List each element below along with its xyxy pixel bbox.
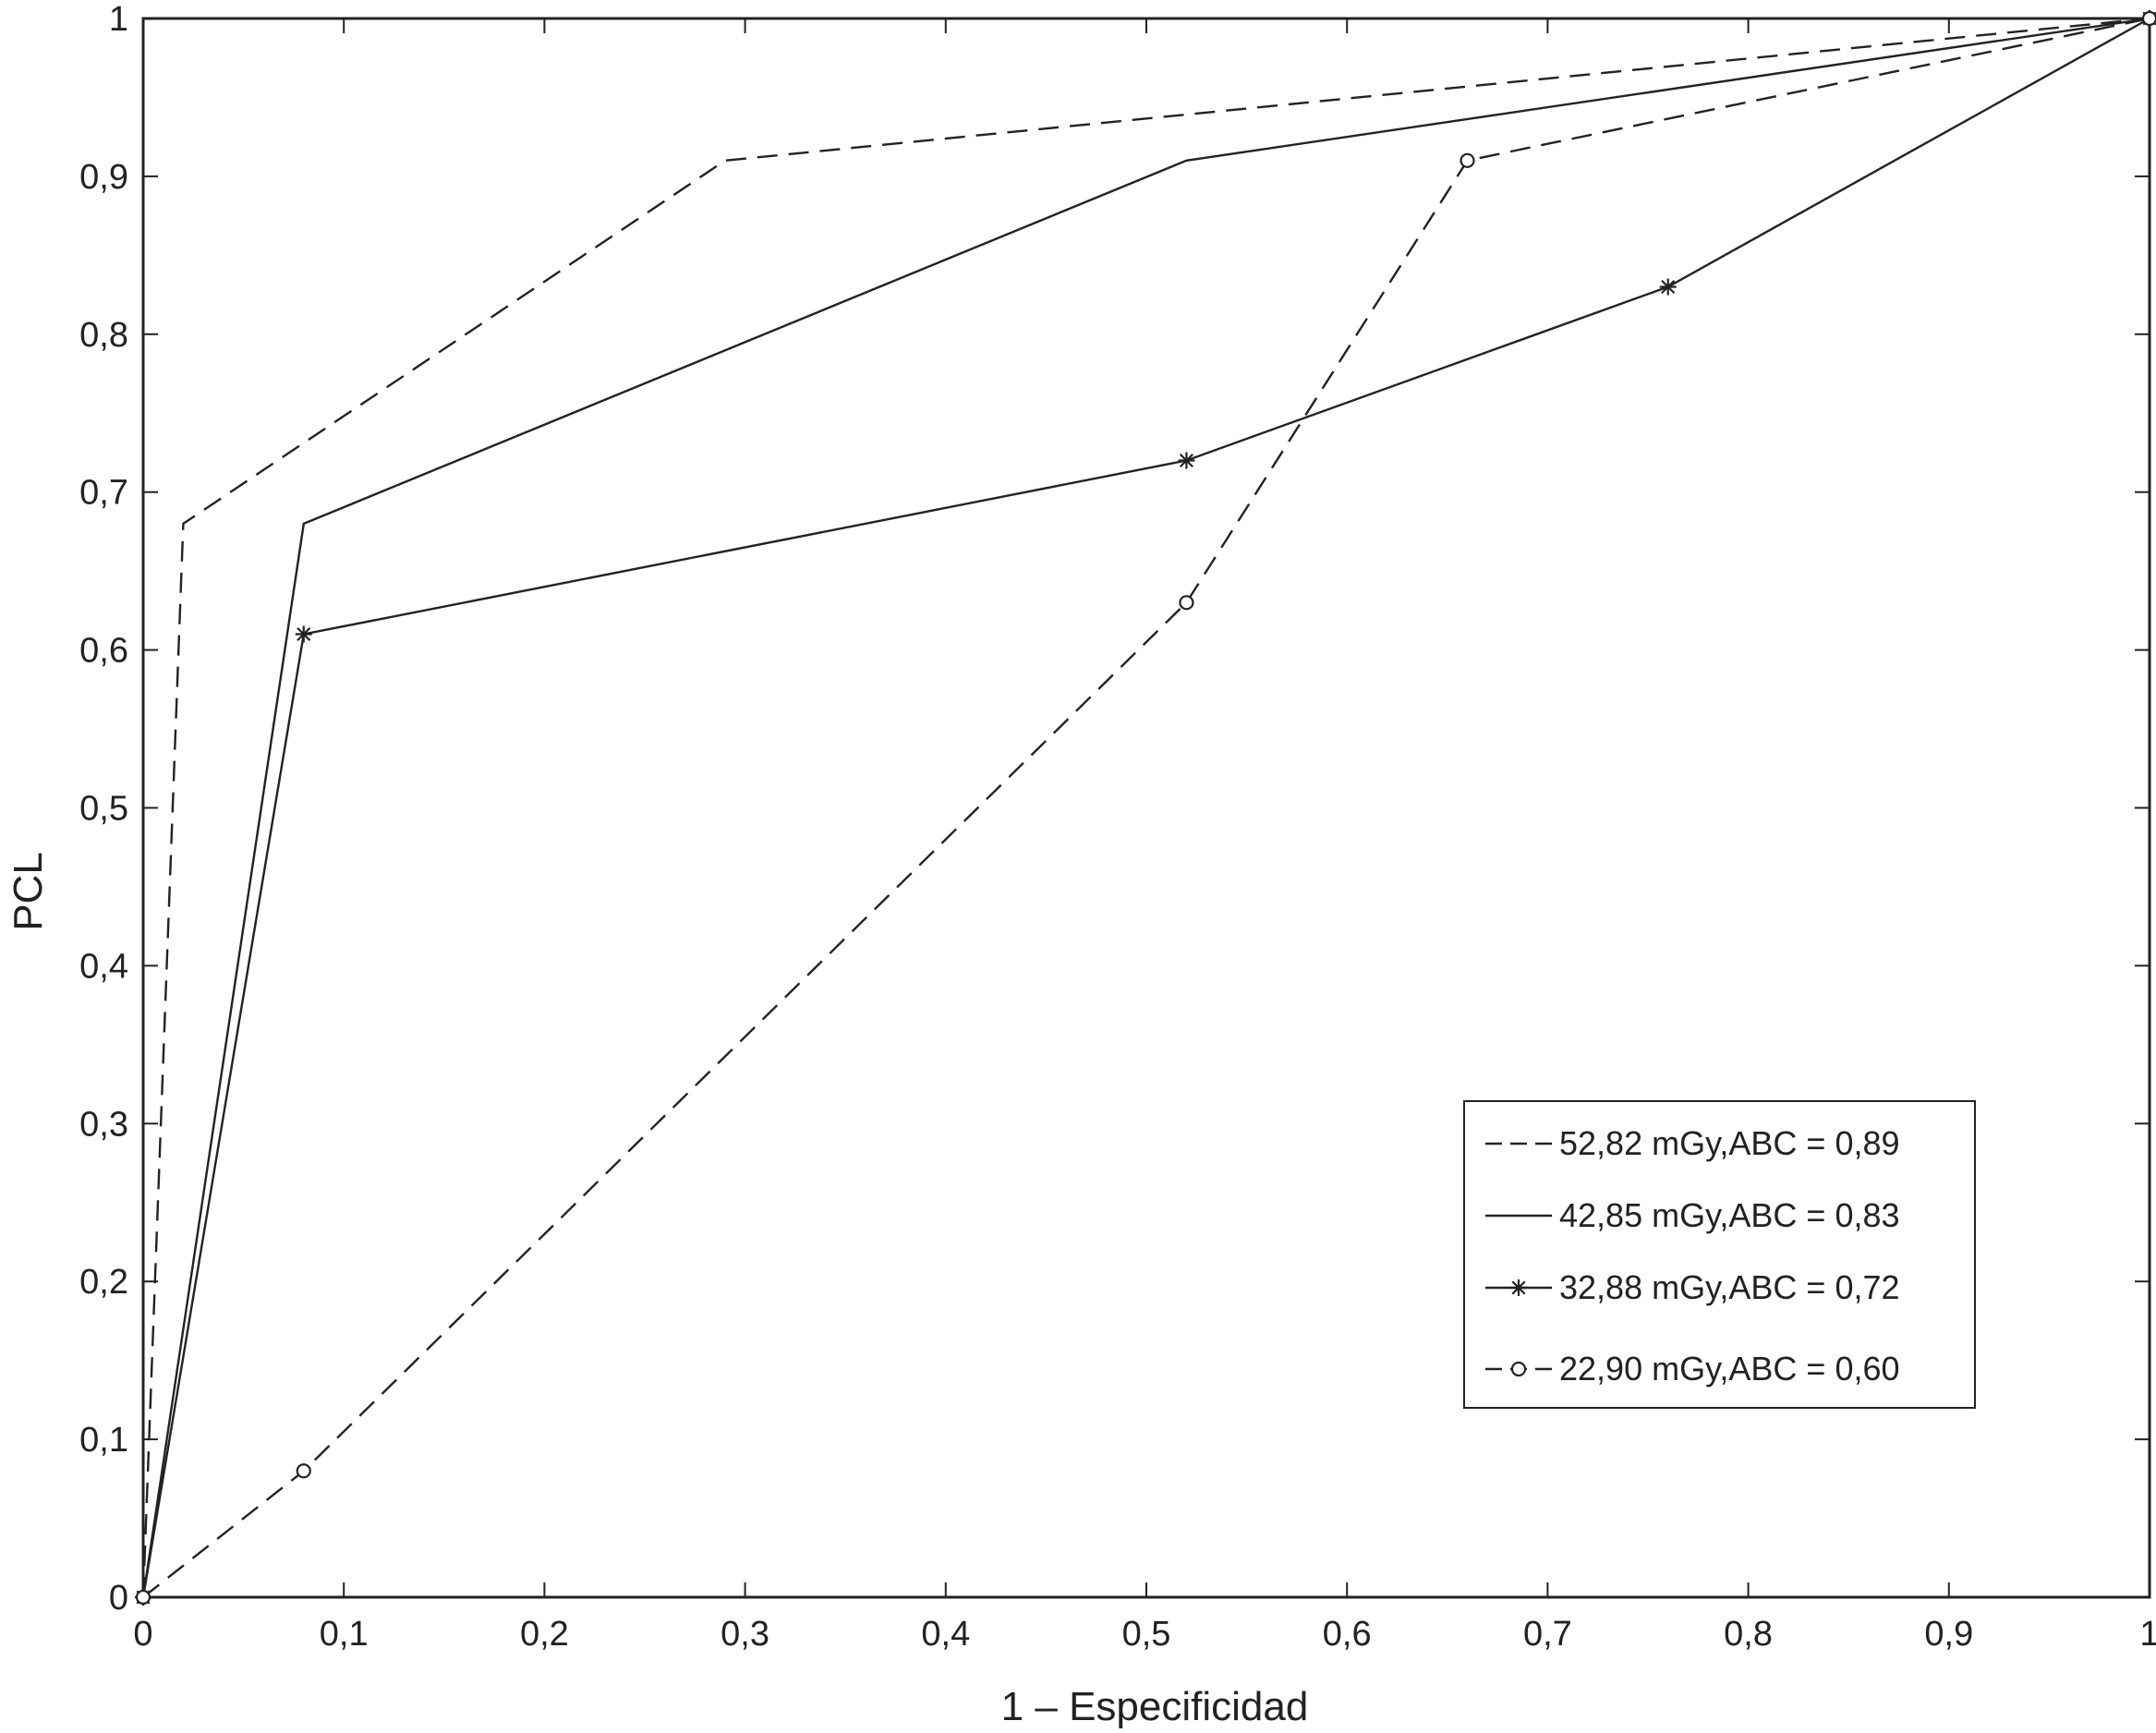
series-group [135, 10, 2156, 1606]
y-axis-label: PCL [6, 852, 51, 931]
legend-box [1463, 1100, 1976, 1409]
x-tick-label: 1 [2139, 1615, 2156, 1654]
x-axis-label: 1 – Especificidad [1001, 1684, 1309, 1729]
y-tick-label: 0,9 [79, 158, 128, 197]
series-1 [141, 17, 2150, 1598]
x-tick-label: 0,5 [1122, 1615, 1171, 1654]
x-tick-label: 0,2 [520, 1615, 569, 1654]
x-tick-label: 0,7 [1523, 1615, 1572, 1654]
star-marker-point [1659, 278, 1677, 296]
y-tick-label: 0 [109, 1579, 128, 1618]
series-4-line [142, 17, 2150, 1598]
y-tick-label: 0,6 [79, 632, 128, 671]
circle-marker-point [1179, 595, 1194, 611]
x-tick-label: 0,6 [1323, 1615, 1372, 1654]
legend-label: 22,90 mGy,ABC = 0,60 [1559, 1350, 1900, 1388]
y-tick-label: 0,2 [79, 1263, 128, 1302]
y-tick-label: 0,5 [79, 790, 128, 829]
star-marker-point [295, 625, 312, 643]
star-marker-legend [1510, 1279, 1527, 1296]
legend: 52,82 mGy,ABC = 0,89 42,85 mGy,ABC = 0,83… [1463, 1100, 1976, 1409]
x-tick-labels: 0 0,1 0,2 0,3 0,4 0,5 0,6 0,7 0,8 0,9 1 [133, 1615, 2156, 1654]
legend-item-4: 22,90 mGy,ABC = 0,60 [1485, 1350, 1900, 1388]
x-tick-label: 0,8 [1724, 1615, 1773, 1654]
x-tick-label: 0,9 [1924, 1615, 1973, 1654]
x-tick-label: 0 [133, 1615, 152, 1654]
legend-label: 32,88 mGy,ABC = 0,72 [1559, 1268, 1900, 1306]
series-1-line [141, 17, 2150, 1598]
circle-marker-legend [1510, 1361, 1527, 1377]
legend-item-2: 42,85 mGy,ABC = 0,83 [1485, 1196, 1900, 1234]
x-tick-label: 0,3 [721, 1615, 769, 1654]
y-tick-label: 0,3 [79, 1105, 128, 1144]
y-tick-label: 0,7 [79, 474, 128, 513]
series-2-line [141, 17, 2150, 1598]
series-4 [135, 10, 2156, 1606]
x-tick-label: 0,1 [320, 1615, 369, 1654]
y-tick-labels: 0 0,1 0,2 0,3 0,4 0,5 0,6 0,7 0,8 0,9 1 [79, 0, 128, 1618]
legend-item-1: 52,82 mGy,ABC = 0,89 [1485, 1124, 1900, 1162]
circle-marker-point [296, 1463, 311, 1479]
y-tick-label: 0,1 [79, 1421, 128, 1460]
circle-marker-point [1460, 152, 1475, 168]
legend-label: 42,85 mGy,ABC = 0,83 [1559, 1196, 1900, 1234]
legend-items: 52,82 mGy,ABC = 0,89 42,85 mGy,ABC = 0,83… [1485, 1124, 1900, 1388]
y-tick-label: 1 [109, 0, 128, 39]
y-tick-label: 0,4 [79, 947, 128, 986]
legend-item-3: 32,88 mGy,ABC = 0,72 [1485, 1268, 1900, 1306]
star-marker-point [1178, 452, 1195, 469]
circle-marker-point [135, 1589, 151, 1606]
circle-marker-point [2141, 10, 2156, 27]
legend-label: 52,82 mGy,ABC = 0,89 [1559, 1124, 1900, 1162]
series-2 [141, 17, 2150, 1598]
y-tick-label: 0,8 [79, 316, 128, 355]
x-tick-label: 0,4 [921, 1615, 970, 1654]
